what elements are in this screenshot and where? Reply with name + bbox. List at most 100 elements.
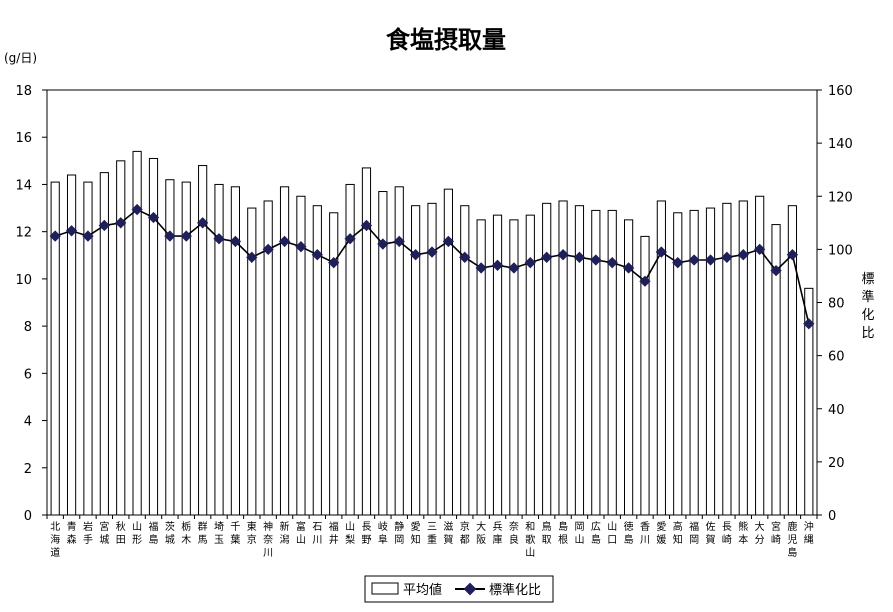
bar [83, 181, 93, 516]
category-label: 三重 [427, 522, 437, 546]
category-label: 長野 [361, 521, 371, 546]
y2-tick-label: 140 [828, 137, 853, 152]
bar [148, 157, 159, 516]
y-tick-label: 2 [24, 462, 32, 477]
category-label: 石川 [312, 522, 322, 546]
line-point [491, 259, 504, 271]
legend: 平均値 標準化比 [364, 575, 554, 603]
bar [116, 160, 126, 516]
bar [66, 174, 77, 516]
category-label: 高知 [673, 520, 683, 546]
line-point [639, 275, 651, 287]
line-point [147, 211, 160, 224]
category-label: 香川 [640, 521, 650, 546]
category-label: 熊本 [738, 520, 748, 546]
line-point [721, 251, 733, 264]
legend-swatch-bar [371, 582, 399, 595]
line-point [229, 235, 242, 248]
bar [460, 205, 470, 516]
category-label: 鹿児島 [787, 520, 797, 559]
bar [214, 183, 224, 516]
bar [607, 209, 617, 516]
category-label: 兵庫 [493, 520, 503, 546]
bar [312, 205, 322, 516]
category-label: 神奈川 [263, 520, 273, 559]
line-point [311, 249, 323, 261]
category-label: 京都 [460, 520, 470, 546]
line-point [688, 254, 700, 266]
line-point [409, 249, 422, 261]
category-label: 福島 [148, 520, 158, 546]
line-point [573, 251, 586, 264]
category-label: 沖縄 [804, 520, 814, 546]
line-point [442, 235, 455, 248]
category-label: 山形 [132, 521, 142, 546]
category-label: 富山 [296, 520, 306, 546]
line-point [278, 235, 291, 248]
y-tick-label: 4 [24, 415, 32, 430]
legend-label-bar: 平均値 [403, 582, 442, 598]
bar [247, 207, 257, 516]
category-label: 北海道 [50, 521, 60, 559]
y2-tick-label: 80 [828, 297, 845, 312]
line-point [786, 249, 799, 261]
category-label: 静岡 [394, 520, 404, 546]
bar [542, 202, 552, 516]
line-point [557, 249, 569, 261]
category-label: 和歌山 [525, 521, 535, 559]
category-label: 山梨 [345, 521, 355, 546]
y-tick-label: 0 [24, 509, 32, 524]
line-point [770, 264, 782, 277]
bar [181, 181, 191, 516]
line-point [344, 233, 356, 245]
category-label: 埼玉 [214, 520, 224, 546]
category-label: 岐阜 [378, 520, 388, 546]
y2-tick-label: 40 [828, 403, 845, 418]
y-tick-label: 18 [15, 84, 32, 99]
bar [705, 207, 716, 516]
line-point [164, 230, 176, 242]
category-label: 新潟 [280, 520, 290, 546]
line-point [655, 246, 668, 258]
category-label: 群馬 [198, 520, 208, 546]
line-point [246, 251, 258, 264]
line-point [196, 217, 209, 229]
category-label: 滋賀 [443, 520, 453, 546]
category-label: 鳥取 [542, 520, 552, 546]
bar [411, 205, 421, 516]
bar [50, 181, 60, 516]
y2-tick-label: 120 [828, 190, 853, 205]
plot-area: 0 2 4 6 8 10 12 14 16 18 0 20 40 60 80 100 120 140 160 北海道青… [15, 84, 852, 559]
y-tick-label: 12 [15, 226, 32, 241]
category-label: 秋田 [116, 520, 126, 546]
y2-axis-label-char: 比 [861, 326, 874, 341]
bar [656, 200, 666, 516]
bar [673, 212, 683, 516]
bar [492, 214, 503, 516]
category-label: 愛知 [411, 520, 421, 546]
line-point [131, 203, 143, 216]
line-point [737, 249, 749, 261]
line-point [426, 246, 438, 258]
category-label: 島根 [558, 520, 568, 546]
line-point [606, 256, 618, 269]
line-point [262, 243, 274, 256]
bar [345, 183, 355, 516]
bar [640, 235, 650, 516]
bar [230, 186, 241, 516]
line-point [541, 251, 553, 264]
category-label: 岩手 [83, 520, 93, 546]
bar [165, 179, 175, 516]
bar [624, 219, 634, 516]
bar [591, 209, 601, 516]
chart-title: 食塩摂取量 [386, 26, 506, 54]
category-label: 佐賀 [706, 521, 716, 546]
line-point [704, 254, 717, 266]
line-point [754, 243, 766, 256]
category-label: 東京 [247, 520, 257, 546]
y2-axis-label: 標準化比 [861, 272, 874, 341]
line-point [622, 262, 635, 274]
bar [198, 165, 208, 516]
bar [771, 224, 781, 516]
